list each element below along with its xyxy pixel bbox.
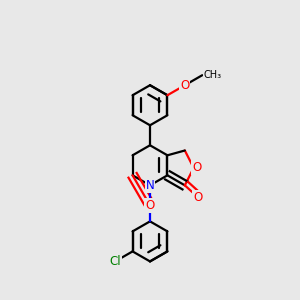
Text: O: O [146,199,154,212]
Text: CH₃: CH₃ [204,70,222,80]
Text: O: O [192,161,201,174]
Text: O: O [180,79,190,92]
Text: N: N [146,179,154,192]
Text: Cl: Cl [109,255,121,268]
Text: O: O [194,191,203,204]
